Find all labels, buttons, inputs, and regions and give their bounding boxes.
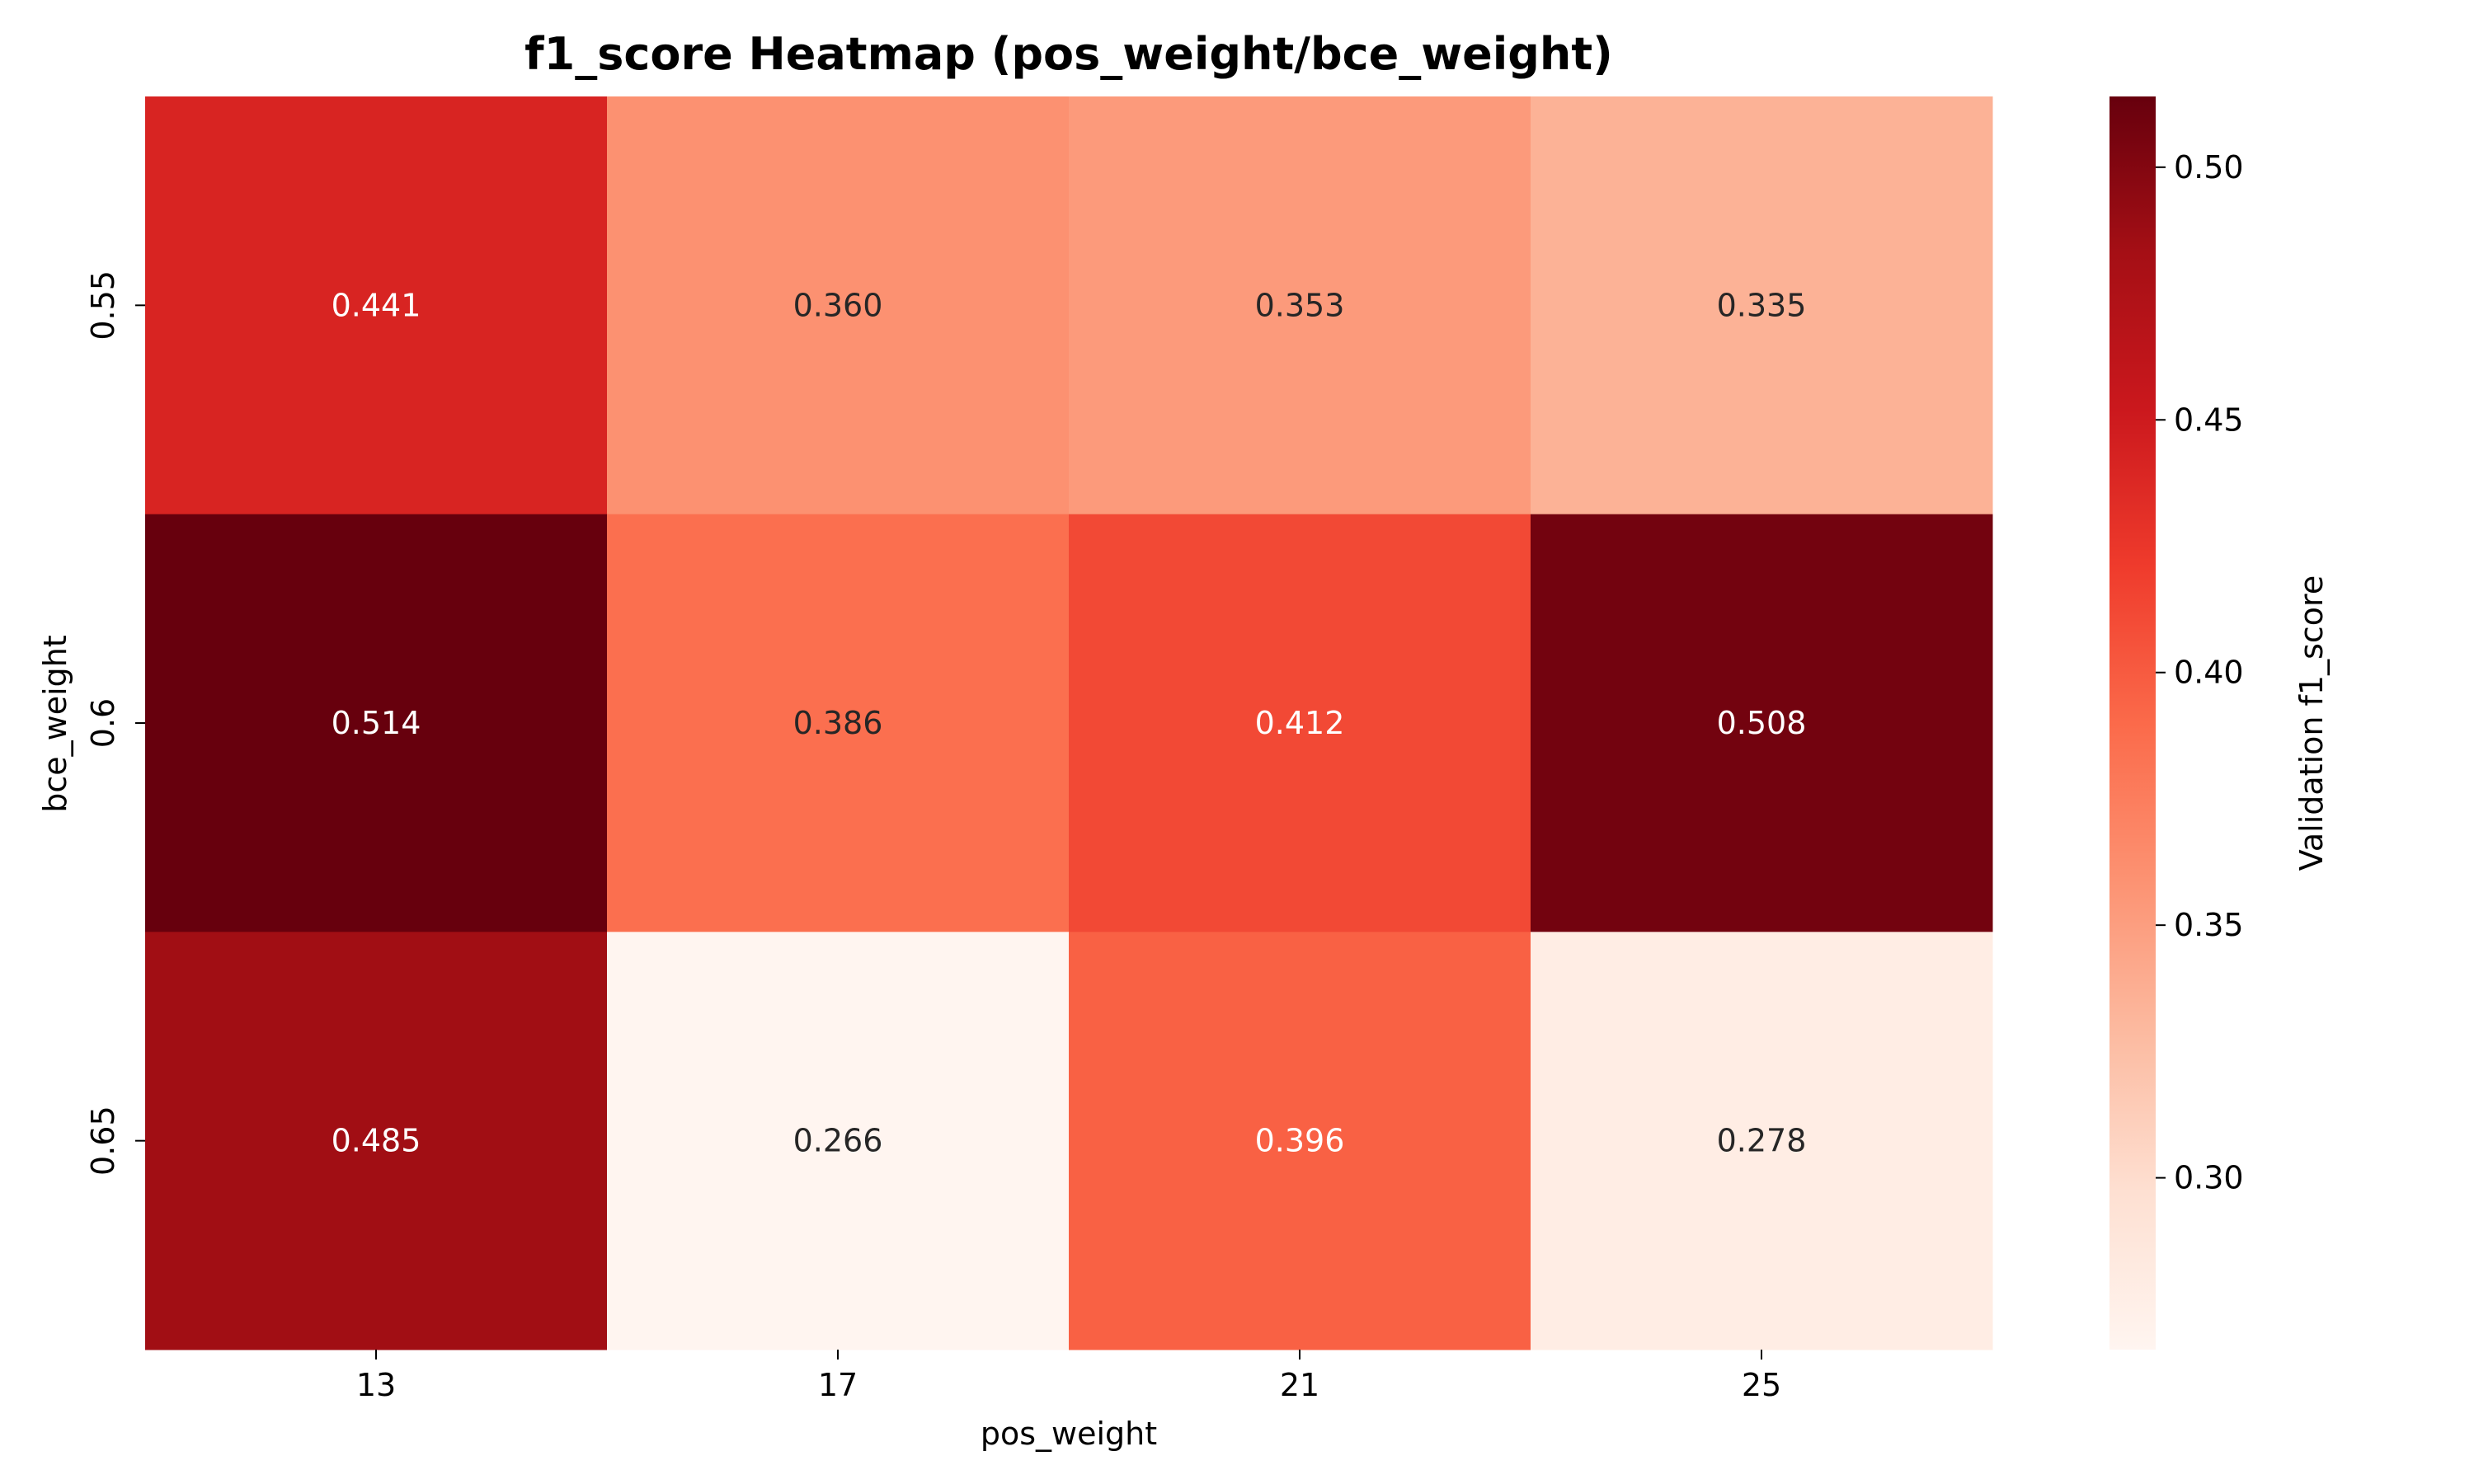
colorbar-label: Validation f1_score <box>2293 575 2330 871</box>
cell-value-label: 0.278 <box>1717 1123 1807 1159</box>
cell-value-label: 0.360 <box>793 287 883 323</box>
y-tick-label: 0.55 <box>85 270 121 340</box>
cell-value-label: 0.412 <box>1255 705 1345 741</box>
colorbar-tick-label: 0.45 <box>2174 402 2244 438</box>
heatmap-cell <box>1069 514 1531 932</box>
colorbar-gradient <box>2109 96 2156 1350</box>
cell-value-label: 0.353 <box>1255 287 1345 323</box>
cell-value-label: 0.386 <box>793 705 883 741</box>
heatmap-cells <box>145 96 1993 1350</box>
colorbar-tick-label: 0.35 <box>2174 907 2244 943</box>
colorbar-tick-label: 0.40 <box>2174 655 2244 691</box>
heatmap-cell <box>145 932 608 1350</box>
x-tick-label: 21 <box>1280 1367 1319 1403</box>
cell-value-label: 0.396 <box>1255 1123 1345 1159</box>
cell-value-label: 0.441 <box>332 287 421 323</box>
y-tick-label: 0.6 <box>85 698 121 748</box>
colorbar: 0.30 0.35 0.40 0.45 0.50 Validation f1_score <box>2109 96 2330 1350</box>
heatmap-cell <box>1531 514 1993 932</box>
x-tick-label: 13 <box>356 1367 396 1403</box>
chart-title: f1_score Heatmap (pos_weight/bce_weight) <box>524 28 1613 80</box>
cell-value-labels: 0.441 0.360 0.353 0.335 0.514 0.386 0.412 0.508… <box>332 287 1807 1158</box>
colorbar-tick-label: 0.30 <box>2174 1160 2244 1196</box>
heatmap-cell <box>145 514 608 932</box>
cell-value-label: 0.485 <box>332 1123 421 1159</box>
cell-value-label: 0.335 <box>1717 287 1807 323</box>
colorbar-ticks: 0.30 0.35 0.40 0.45 0.50 <box>2156 149 2244 1196</box>
x-axis: 13 17 21 25 <box>356 1350 1781 1403</box>
y-axis-label: bce_weight <box>37 635 73 813</box>
heatmap-cell <box>607 932 1070 1350</box>
cell-value-label: 0.266 <box>793 1123 883 1159</box>
heatmap-cell <box>1069 96 1531 515</box>
heatmap-cell <box>1531 96 1993 515</box>
x-axis-label: pos_weight <box>981 1416 1157 1452</box>
colorbar-tick-label: 0.50 <box>2174 149 2244 186</box>
x-tick-label: 17 <box>818 1367 858 1403</box>
cell-value-label: 0.514 <box>332 705 421 741</box>
heatmap-cell <box>607 514 1070 932</box>
heatmap-cell <box>1069 932 1531 1350</box>
heatmap-cell <box>145 96 608 515</box>
heatmap-cell <box>1531 932 1993 1350</box>
cell-value-label: 0.508 <box>1717 705 1807 741</box>
y-axis: 0.55 0.6 0.65 <box>85 270 145 1176</box>
y-tick-label: 0.65 <box>85 1106 121 1176</box>
x-tick-label: 25 <box>1742 1367 1781 1403</box>
heatmap-cell <box>607 96 1070 515</box>
